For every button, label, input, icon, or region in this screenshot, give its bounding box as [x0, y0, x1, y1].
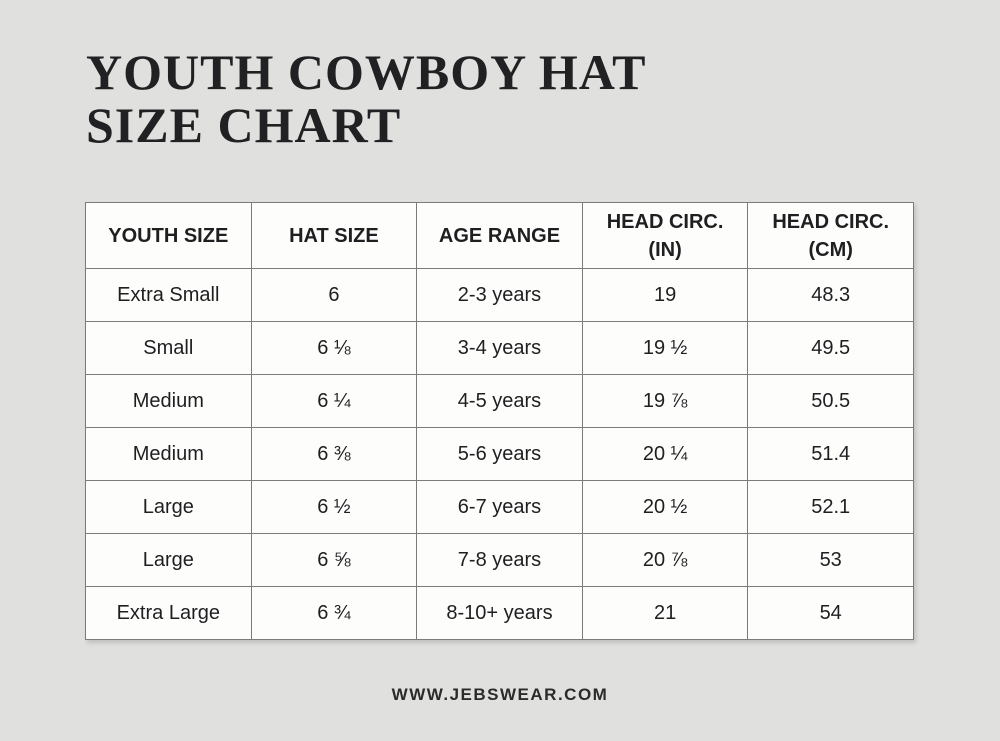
table-cell: 51.4 [747, 427, 914, 481]
table-cell: 8-10+ years [416, 586, 583, 640]
column-header: HEAD CIRC. (CM) [747, 202, 914, 269]
table-cell: 6 ½ [250, 480, 418, 534]
website-url: WWW.JEBSWEAR.COM [391, 685, 609, 704]
table-row: Extra Large 6 ¾ 8-10+ years 21 54 [85, 586, 914, 640]
table-cell: 6 ¼ [250, 374, 418, 428]
page-title-line-1: YOUTH COWBOY HAT [86, 44, 647, 100]
table-cell: 3-4 years [416, 321, 583, 375]
table-cell: 54 [747, 586, 914, 640]
table-cell: Large [85, 480, 252, 534]
table-cell: 50.5 [747, 374, 914, 428]
table-cell: 7-8 years [416, 533, 583, 587]
table-cell: Extra Large [85, 586, 252, 640]
table-cell: 48.3 [747, 268, 914, 322]
table-cell: 53 [747, 533, 914, 587]
table-cell: Large [85, 533, 252, 587]
table-cell: 4-5 years [416, 374, 583, 428]
table-cell: 21 [581, 586, 749, 640]
table-cell: 6 [250, 268, 418, 322]
column-header: HAT SIZE [250, 202, 418, 269]
table-cell: 6 ⅝ [250, 533, 418, 587]
table-header-row: YOUTH SIZE HAT SIZE AGE RANGE HEAD CIRC. (I… [85, 202, 914, 269]
table-cell: 49.5 [747, 321, 914, 375]
table-cell: Medium [85, 374, 252, 428]
table-cell: 20 ¼ [581, 427, 749, 481]
table-row: Large 6 ⅝ 7-8 years 20 ⅞ 53 [85, 533, 914, 587]
size-chart-table-head: YOUTH SIZE HAT SIZE AGE RANGE HEAD CIRC. (I… [85, 202, 914, 269]
table-cell: 6 ⅜ [250, 427, 418, 481]
table-cell: 19 ½ [581, 321, 749, 375]
table-cell: 52.1 [747, 480, 914, 534]
column-header: YOUTH SIZE [85, 202, 252, 269]
table-cell: 6 ⅛ [250, 321, 418, 375]
table-cell: 6 ¾ [250, 586, 418, 640]
table-row: Extra Small 6 2-3 years 19 48.3 [85, 268, 914, 322]
size-chart-table: YOUTH SIZE HAT SIZE AGE RANGE HEAD CIRC. (I… [85, 202, 914, 640]
table-row: Medium 6 ¼ 4-5 years 19 ⅞ 50.5 [85, 374, 914, 428]
table-cell: 19 [581, 268, 749, 322]
table-cell: 20 ½ [581, 480, 749, 534]
table-cell: Small [85, 321, 252, 375]
size-chart-table-body: Extra Small 6 2-3 years 19 48.3 Small 6 ⅛ 3-4 y… [85, 268, 914, 640]
column-header: AGE RANGE [416, 202, 583, 269]
page-title: YOUTH COWBOY HAT SIZE CHART [86, 46, 646, 152]
table-cell: 5-6 years [416, 427, 583, 481]
table-cell: 6-7 years [416, 480, 583, 534]
page-title-line-2: SIZE CHART [86, 97, 402, 153]
table-cell: 2-3 years [416, 268, 583, 322]
table-cell: 19 ⅞ [581, 374, 749, 428]
table-row: Medium 6 ⅜ 5-6 years 20 ¼ 51.4 [85, 427, 914, 481]
table-row: Large 6 ½ 6-7 years 20 ½ 52.1 [85, 480, 914, 534]
table-cell: Extra Small [85, 268, 252, 322]
table-cell: 20 ⅞ [581, 533, 749, 587]
table-row: Small 6 ⅛ 3-4 years 19 ½ 49.5 [85, 321, 914, 375]
column-header: HEAD CIRC. (IN) [581, 202, 749, 269]
table-cell: Medium [85, 427, 252, 481]
